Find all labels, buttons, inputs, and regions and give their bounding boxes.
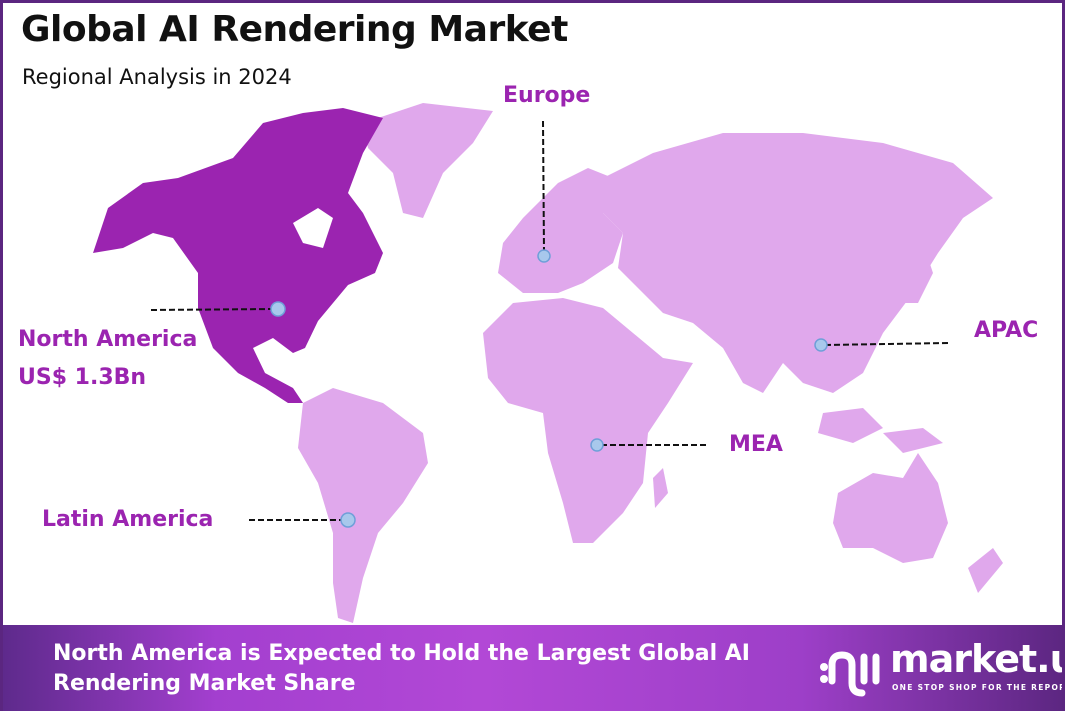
europe-marker-icon bbox=[537, 249, 551, 263]
north-america-label: North America bbox=[18, 327, 198, 352]
north-america-value: US$ 1.3Bn bbox=[18, 365, 147, 390]
page-subtitle: Regional Analysis in 2024 bbox=[22, 65, 292, 89]
australia-shape bbox=[833, 453, 948, 563]
mea-label: MEA bbox=[729, 432, 783, 457]
asia-shape bbox=[603, 133, 993, 393]
logo-tagline: ONE STOP SHOP FOR THE REPORTS bbox=[892, 683, 1065, 692]
north-america-shape bbox=[93, 108, 383, 403]
market-us-logo-icon bbox=[820, 651, 880, 697]
footer-headline: North America is Expected to Hold the La… bbox=[53, 641, 750, 696]
latin-america-label: Latin America bbox=[42, 507, 214, 532]
africa-shape bbox=[483, 298, 693, 543]
market-us-logo: market.us ONE STOP SHOP FOR THE REPORTS bbox=[818, 637, 1062, 699]
europe-label: Europe bbox=[503, 83, 591, 108]
latin-america-marker-icon bbox=[340, 512, 356, 528]
page-title: Global AI Rendering Market bbox=[21, 9, 568, 50]
apac-leader bbox=[824, 342, 949, 346]
apac-marker-icon bbox=[814, 338, 828, 352]
mea-marker-icon bbox=[590, 438, 604, 452]
europe-leader bbox=[542, 120, 545, 254]
logo-name: market.us bbox=[890, 637, 1062, 681]
apac-label: APAC bbox=[974, 318, 1039, 343]
north-america-marker-icon bbox=[270, 301, 286, 317]
europe-shape bbox=[498, 168, 623, 293]
north-america-leader bbox=[150, 308, 276, 311]
world-map bbox=[93, 103, 1003, 623]
greenland-shape bbox=[363, 103, 493, 218]
south-america-shape bbox=[298, 388, 428, 623]
footer-banner: North America is Expected to Hold the La… bbox=[3, 625, 1062, 711]
